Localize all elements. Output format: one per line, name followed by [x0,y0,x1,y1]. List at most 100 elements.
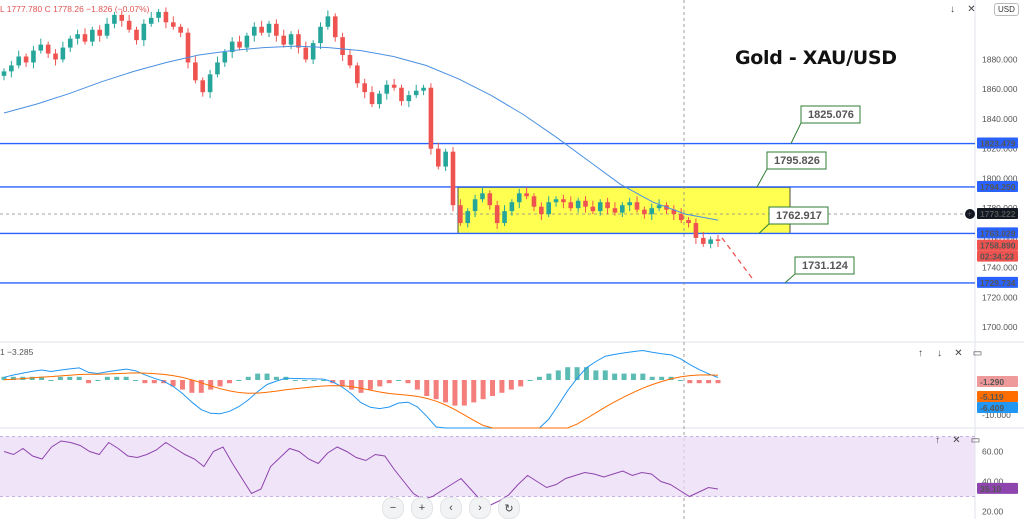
macd-histogram-bar [677,380,683,381]
candle-body [266,23,272,33]
macd-histogram-bar [546,373,552,380]
callout-pointer [784,273,796,284]
level-callout-label: 1731.124 [802,260,849,272]
zoom-out-button[interactable]: − [382,497,404,519]
price-axis-badge-bg [977,137,1018,149]
macd-histogram-bar [433,380,439,400]
candle-body [715,239,721,241]
close-icon[interactable]: ✕ [954,348,963,359]
macd-histogram-bar [123,376,129,380]
macd-histogram-bar [311,380,317,381]
macd-histogram-bar [48,380,54,381]
macd-histogram-bar [142,380,148,384]
candle-body [67,38,73,48]
candle-body [620,205,625,213]
candle-body [421,87,426,91]
macd-histogram-bar [452,380,458,406]
signal-line [3,372,719,429]
candle-body [612,208,618,213]
y-tick-label: 1740.000 [982,263,1018,273]
rsi-tick-label: 40.00 [982,477,1004,487]
macd-histogram-bar [414,380,420,390]
move-down-icon[interactable]: ↓ [950,4,955,15]
level-callout-box [800,105,861,124]
macd-histogram-bar [565,367,571,380]
ohlc-readout: L 1777.780 C 1778.26 −1.826 (−0.07%) [0,4,150,14]
candle-body [494,205,500,224]
candle-body [112,14,117,24]
level-callout-label: 1795.826 [774,155,820,167]
y-tick-label: 1700.000 [982,322,1018,332]
macd-histogram-bar [527,380,533,381]
candle-body [119,14,125,21]
candle-body [45,44,51,54]
candle-body [597,202,603,212]
level-callout-box [766,151,827,170]
candle-body [524,193,529,197]
move-up-icon[interactable]: ↑ [918,348,923,359]
candle-body [16,56,22,66]
candle-body [443,151,448,167]
close-icon[interactable]: ✕ [952,435,961,446]
macd-histogram-bar [630,373,636,380]
candle-body [178,26,183,33]
macd-histogram-bar [180,380,185,390]
macd-histogram-bar [377,380,383,387]
level-callout-box [794,256,855,275]
y-tick-label: 1880.000 [982,54,1018,64]
candle-body [185,32,191,63]
candle-body [435,148,441,167]
move-up-icon[interactable]: ↑ [935,435,940,446]
price-axis-badge-bg [977,250,1018,262]
candle-body [82,34,88,42]
zoom-in-button[interactable]: + [411,497,433,519]
macd-histogram-bar [198,380,204,393]
candle-body [384,84,390,94]
macd-axis-badge: -6.409 [980,403,1004,413]
candle-body [303,47,309,60]
candle-body [605,202,610,209]
macd-histogram-bar [696,380,702,384]
scroll-left-button[interactable]: ‹ [440,497,462,519]
macd-histogram-bar [151,380,157,384]
candle-body [413,90,419,96]
macd-histogram-bar [480,380,486,400]
macd-histogram-bar [133,380,139,381]
candle-body [575,200,581,209]
candle-body [288,34,294,45]
candle-body [656,205,662,209]
y-tick-label: 1800.000 [982,173,1018,183]
macd-histogram-bar [114,376,120,380]
maximize-icon[interactable]: ▭ [970,435,981,446]
move-down-icon[interactable]: ↓ [937,348,942,359]
scroll-right-button[interactable]: › [469,497,491,519]
candle-body [23,56,29,63]
macd-histogram-bar [339,380,345,387]
candle-body [487,193,493,206]
candle-body [38,44,44,51]
macd-histogram-bar [367,380,373,390]
macd-histogram-bar [95,380,101,381]
rsi-line [3,440,719,507]
rsi-pane-controls: ↑ ✕ ▭ [931,434,982,447]
macd-histogram-bar [349,380,355,390]
macd-histogram-bar [649,376,655,380]
level-callout-box [768,206,829,225]
candle-body [332,16,338,38]
reset-chart-button[interactable]: ↻ [498,497,520,519]
candle-body [391,84,397,88]
macd-axis-badge-bg [977,402,1018,413]
macd-histogram-bar [499,380,505,393]
maximize-icon[interactable]: ▭ [972,348,983,359]
currency-label[interactable]: USD [994,3,1019,16]
close-icon[interactable]: ✕ [967,4,976,15]
price-axis-badge: 1823.479 [980,139,1016,149]
macd-axis-badge: -5.119 [980,392,1004,402]
candle-body [170,22,176,27]
macd-histogram-bar [640,373,646,380]
candle-body [200,80,206,93]
candle-body [281,35,287,45]
candle-body [686,220,691,224]
macd-histogram-bar [320,380,326,381]
